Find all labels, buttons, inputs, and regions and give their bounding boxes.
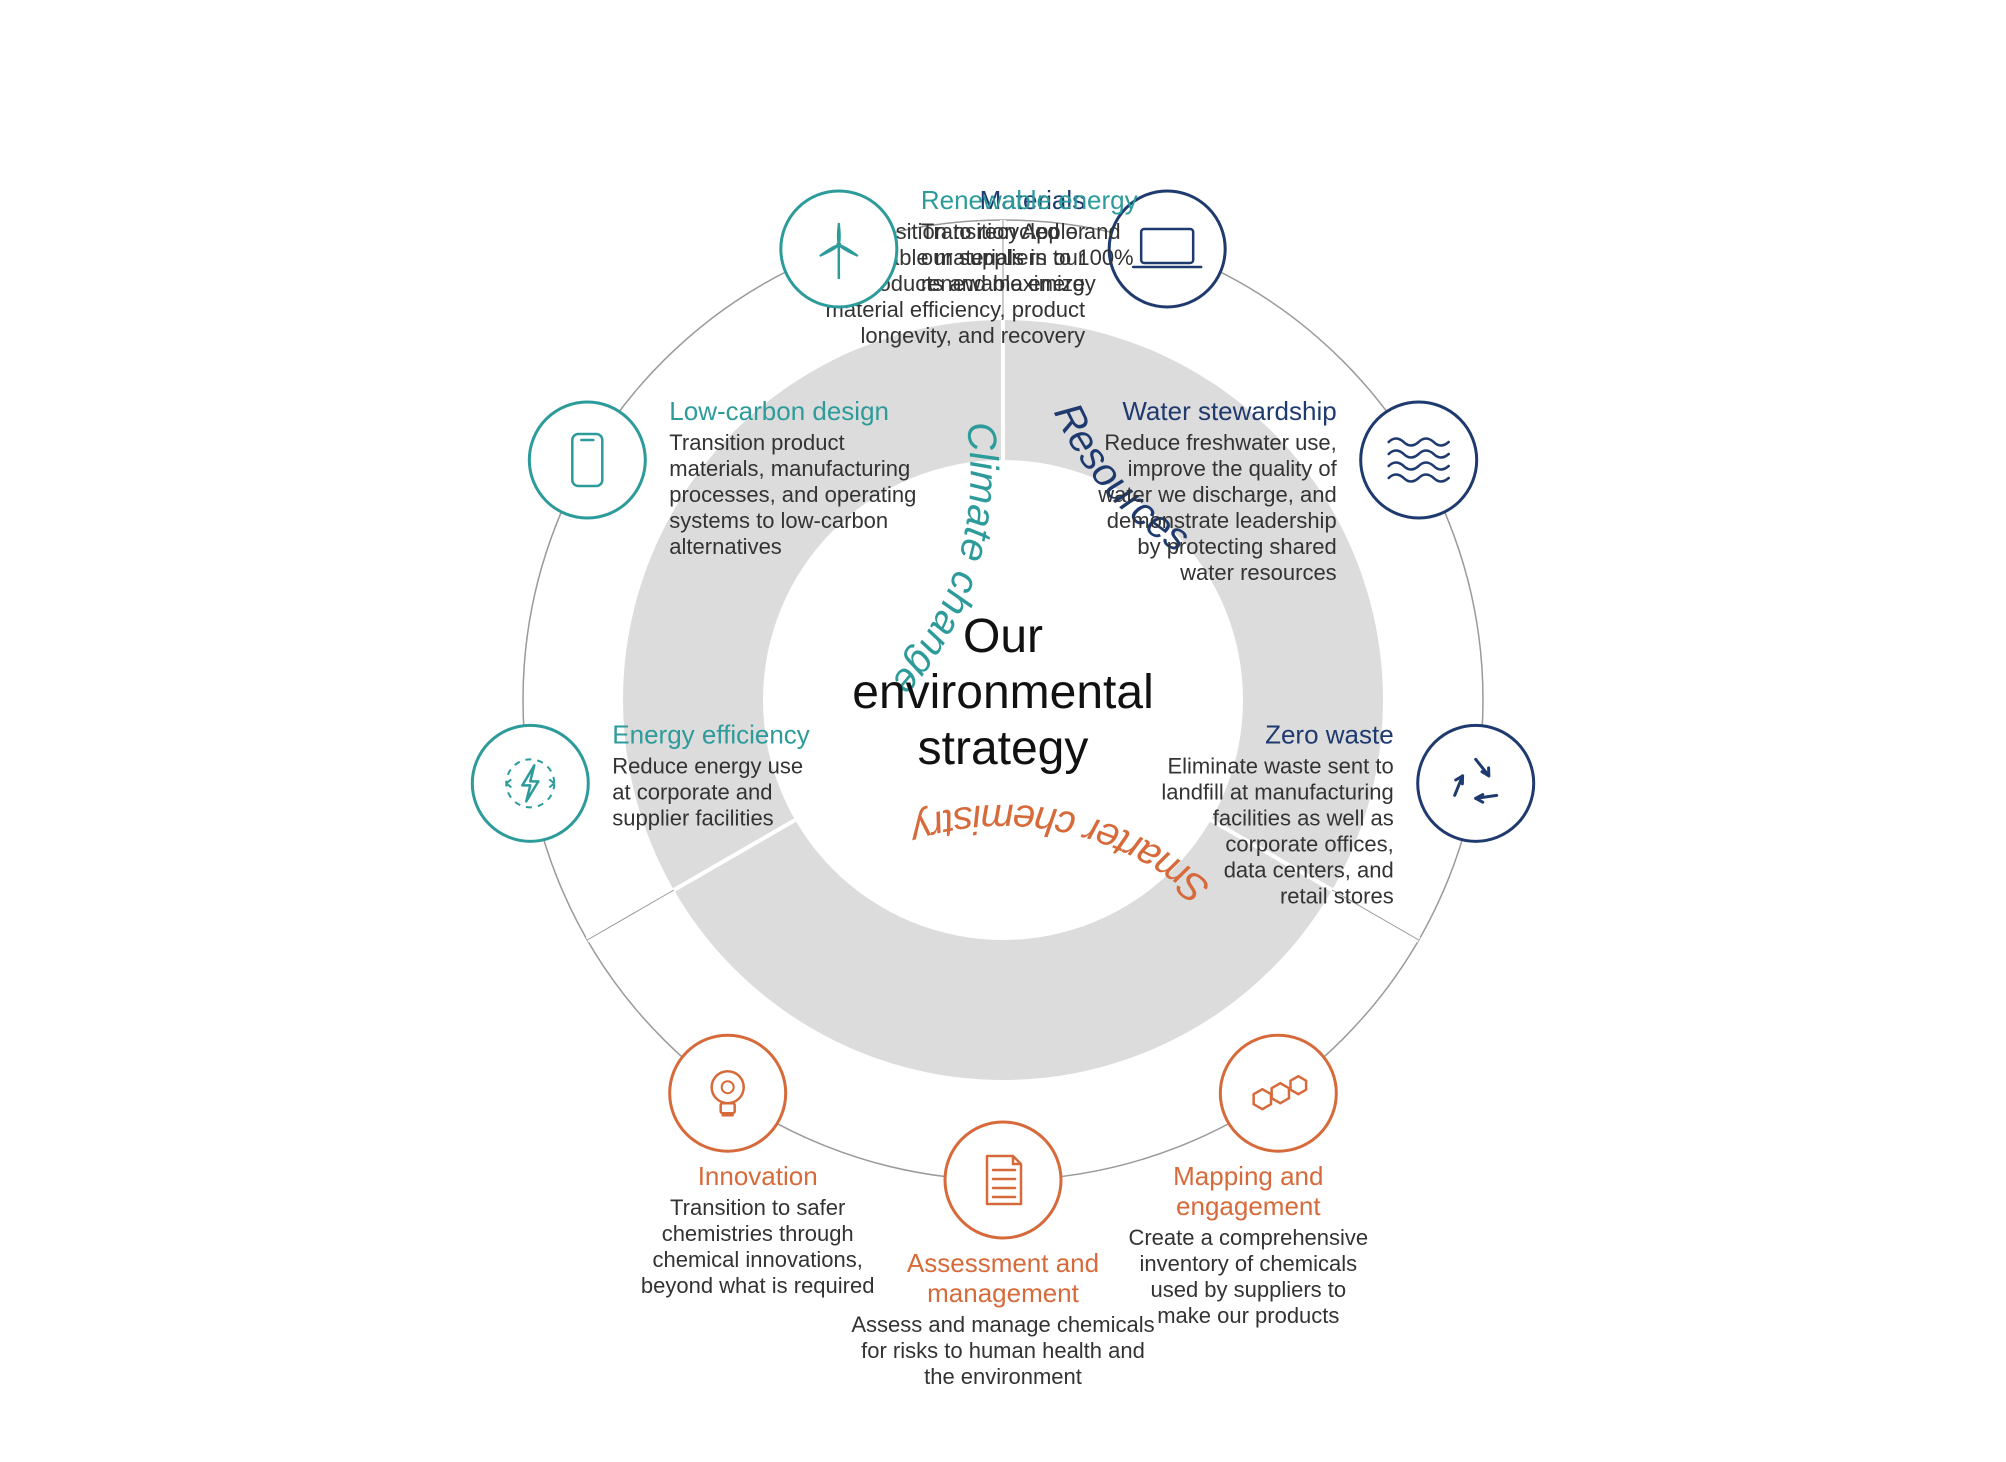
lowcarbon-icon [529,402,645,518]
environmental-strategy-diagram: ResourcesClimate changeSmarter chemistry… [0,0,2006,1462]
mapping-icon [1220,1035,1336,1151]
water-icon [1361,402,1477,518]
zero_waste-icon [1418,725,1534,841]
efficiency-icon [472,725,588,841]
